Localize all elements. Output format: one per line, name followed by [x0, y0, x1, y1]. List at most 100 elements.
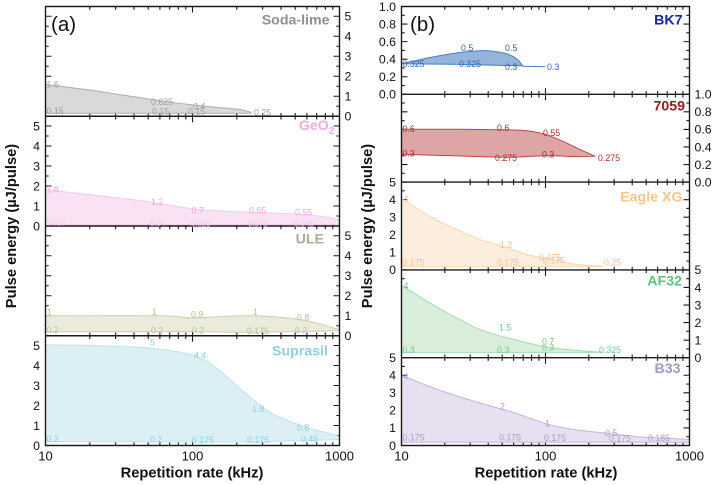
svg-text:0.325: 0.325 — [599, 345, 621, 355]
svg-text:0.6: 0.6 — [403, 124, 415, 134]
svg-text:1: 1 — [345, 309, 352, 323]
svg-text:4: 4 — [404, 194, 409, 204]
svg-text:10: 10 — [38, 449, 52, 464]
svg-text:0.3: 0.3 — [542, 343, 554, 353]
svg-text:4: 4 — [389, 193, 396, 207]
svg-text:0.9: 0.9 — [191, 310, 203, 320]
svg-text:0.8: 0.8 — [695, 105, 712, 119]
svg-text:0.8: 0.8 — [297, 423, 309, 433]
svg-text:1.5: 1.5 — [499, 323, 511, 333]
svg-text:Repetition rate (kHz): Repetition rate (kHz) — [121, 466, 264, 482]
svg-text:0.3: 0.3 — [497, 345, 509, 355]
svg-text:0.175: 0.175 — [403, 433, 425, 443]
svg-text:0.0: 0.0 — [379, 88, 396, 102]
svg-text:ULE: ULE — [296, 232, 324, 248]
svg-text:0.6: 0.6 — [379, 35, 396, 49]
svg-text:5: 5 — [33, 119, 40, 133]
svg-text:2: 2 — [33, 179, 40, 193]
svg-text:1.0: 1.0 — [695, 88, 712, 102]
svg-text:0.4: 0.4 — [193, 102, 205, 112]
svg-text:0.7: 0.7 — [192, 206, 204, 216]
svg-text:10: 10 — [394, 449, 408, 464]
svg-text:4: 4 — [345, 249, 352, 263]
svg-text:1: 1 — [695, 333, 702, 347]
svg-text:AF32: AF32 — [647, 274, 682, 290]
svg-text:1: 1 — [47, 308, 52, 318]
svg-text:Eagle XG: Eagle XG — [620, 190, 682, 206]
svg-text:0.15: 0.15 — [47, 106, 64, 116]
svg-text:7059: 7059 — [653, 99, 685, 115]
svg-text:4: 4 — [404, 281, 409, 291]
svg-text:2: 2 — [345, 289, 352, 303]
svg-text:0.15: 0.15 — [188, 107, 205, 117]
svg-text:0: 0 — [33, 219, 40, 233]
svg-text:0.325: 0.325 — [459, 59, 481, 69]
svg-text:2: 2 — [33, 399, 40, 413]
svg-text:0.55: 0.55 — [543, 128, 560, 138]
svg-text:4.4: 4.4 — [194, 351, 206, 361]
svg-text:1.8: 1.8 — [47, 185, 59, 195]
svg-text:0.015: 0.015 — [46, 219, 66, 228]
svg-text:0.045: 0.045 — [294, 220, 314, 229]
svg-text:0.3: 0.3 — [403, 148, 415, 158]
svg-text:0.3: 0.3 — [542, 150, 554, 160]
svg-text:2: 2 — [389, 228, 396, 242]
svg-text:1: 1 — [345, 90, 352, 104]
svg-text:0.6: 0.6 — [695, 123, 712, 137]
svg-text:5: 5 — [389, 175, 396, 189]
svg-text:0.175: 0.175 — [544, 433, 566, 443]
svg-text:0.5: 0.5 — [605, 428, 617, 438]
svg-text:4: 4 — [695, 281, 702, 295]
svg-text:0.185: 0.185 — [648, 433, 670, 443]
svg-text:0.175: 0.175 — [609, 433, 631, 443]
svg-text:2: 2 — [389, 404, 396, 418]
svg-text:BK7: BK7 — [654, 13, 682, 29]
svg-text:1000: 1000 — [675, 449, 704, 464]
svg-text:3: 3 — [695, 298, 702, 312]
svg-text:0.175: 0.175 — [403, 258, 425, 268]
svg-text:1: 1 — [389, 246, 396, 260]
svg-text:0.625: 0.625 — [151, 97, 173, 107]
svg-text:5: 5 — [345, 229, 352, 243]
svg-text:0: 0 — [345, 329, 352, 343]
svg-text:0.175: 0.175 — [499, 433, 521, 443]
svg-text:1: 1 — [152, 307, 157, 317]
svg-text:4: 4 — [33, 359, 40, 373]
svg-text:5: 5 — [695, 263, 702, 277]
svg-text:0.55: 0.55 — [295, 208, 312, 218]
svg-text:0.2: 0.2 — [151, 326, 163, 336]
svg-text:0.4: 0.4 — [379, 53, 396, 67]
svg-text:0.475: 0.475 — [539, 253, 561, 263]
svg-text:0.8: 0.8 — [379, 17, 396, 31]
svg-text:1.2: 1.2 — [151, 197, 163, 207]
svg-text:0.3: 0.3 — [547, 62, 559, 72]
svg-text:0.325: 0.325 — [403, 59, 425, 69]
svg-text:GeO2: GeO2 — [299, 118, 335, 137]
svg-text:0.7: 0.7 — [542, 337, 554, 347]
svg-text:0.2: 0.2 — [150, 435, 162, 445]
svg-text:Pulse energy (µJ/pulse): Pulse energy (µJ/pulse) — [4, 144, 20, 308]
svg-text:0.2: 0.2 — [695, 158, 712, 172]
svg-text:Repetition rate (kHz): Repetition rate (kHz) — [475, 466, 618, 482]
svg-text:2: 2 — [695, 316, 702, 330]
svg-text:100: 100 — [182, 449, 204, 464]
svg-text:0.5: 0.5 — [461, 43, 473, 53]
svg-text:0.175: 0.175 — [247, 326, 269, 336]
svg-text:1: 1 — [33, 199, 40, 213]
svg-text:0.2: 0.2 — [192, 326, 204, 336]
svg-text:0.175: 0.175 — [543, 256, 565, 266]
svg-text:3: 3 — [33, 159, 40, 173]
svg-text:0.275: 0.275 — [598, 153, 620, 163]
svg-text:1: 1 — [389, 421, 396, 435]
svg-text:4: 4 — [345, 30, 352, 44]
svg-text:100: 100 — [535, 449, 557, 464]
svg-text:0.45: 0.45 — [301, 434, 318, 444]
svg-text:3: 3 — [389, 211, 396, 225]
svg-text:B33: B33 — [654, 361, 680, 377]
svg-text:0: 0 — [389, 263, 396, 277]
svg-text:0.25: 0.25 — [604, 257, 621, 267]
svg-text:0.2: 0.2 — [295, 326, 307, 336]
svg-text:0.04: 0.04 — [150, 219, 166, 228]
svg-text:1.2: 1.2 — [500, 240, 512, 250]
svg-text:1.6: 1.6 — [47, 80, 59, 90]
